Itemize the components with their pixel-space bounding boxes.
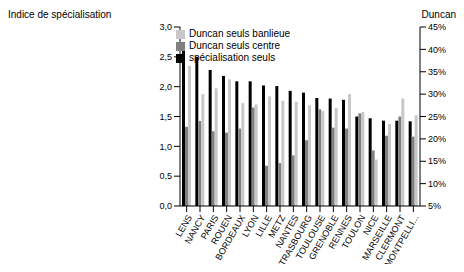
- svg-text:45%: 45%: [428, 22, 446, 32]
- svg-text:40%: 40%: [428, 45, 446, 55]
- svg-text:30%: 30%: [428, 89, 446, 99]
- html-text:Duncan: Duncan: [421, 9, 456, 20]
- svg-text:CLERMONT: CLERMONT: [373, 213, 408, 262]
- svg-text:0,5: 0,5: [159, 171, 172, 181]
- svg-text:MONTPELLI...: MONTPELLI...: [383, 213, 421, 264]
- svg-text:METZ: METZ: [266, 213, 288, 240]
- svg-text:25%: 25%: [428, 112, 446, 122]
- svg-text:LENS: LENS: [173, 213, 194, 239]
- svg-text:LYON: LYON: [240, 213, 261, 239]
- svg-text:TOULON: TOULON: [339, 213, 368, 251]
- html-text:Indice de spécialisation: Indice de spécialisation: [8, 9, 112, 20]
- svg-text:5%: 5%: [428, 201, 441, 211]
- svg-text:LILLE: LILLE: [253, 213, 274, 239]
- svg-text:TOULOUSE: TOULOUSE: [293, 213, 328, 261]
- svg-text:20%: 20%: [428, 134, 446, 144]
- svg-text:2,0: 2,0: [159, 82, 172, 92]
- svg-text:NANCY: NANCY: [182, 213, 208, 246]
- html-text:Duncan seuls centre: Duncan seuls centre: [189, 40, 281, 51]
- svg-text:1,0: 1,0: [159, 142, 172, 152]
- svg-text:35%: 35%: [428, 67, 446, 77]
- html-text:Duncan seuls banlieue: Duncan seuls banlieue: [189, 28, 291, 39]
- svg-text:2,5: 2,5: [159, 52, 172, 62]
- svg-text:ROUEN: ROUEN: [209, 213, 234, 247]
- svg-text:3,0: 3,0: [159, 22, 172, 32]
- svg-text:NICE: NICE: [361, 213, 381, 237]
- html-text:spécialisation seuls: spécialisation seuls: [189, 52, 276, 63]
- svg-text:15%: 15%: [428, 156, 446, 166]
- svg-text:NANTES: NANTES: [273, 213, 301, 250]
- svg-text:1,5: 1,5: [159, 112, 172, 122]
- svg-text:MARSEILLE: MARSEILLE: [360, 213, 394, 262]
- svg-text:BORDEAUX: BORDEAUX: [213, 213, 247, 262]
- svg-text:PARIS: PARIS: [198, 213, 221, 241]
- svg-text:10%: 10%: [428, 179, 446, 189]
- svg-text:0,0: 0,0: [159, 201, 172, 211]
- svg-text:RENNES: RENNES: [326, 213, 354, 251]
- svg-text:GRENOBLE: GRENOBLE: [306, 213, 341, 262]
